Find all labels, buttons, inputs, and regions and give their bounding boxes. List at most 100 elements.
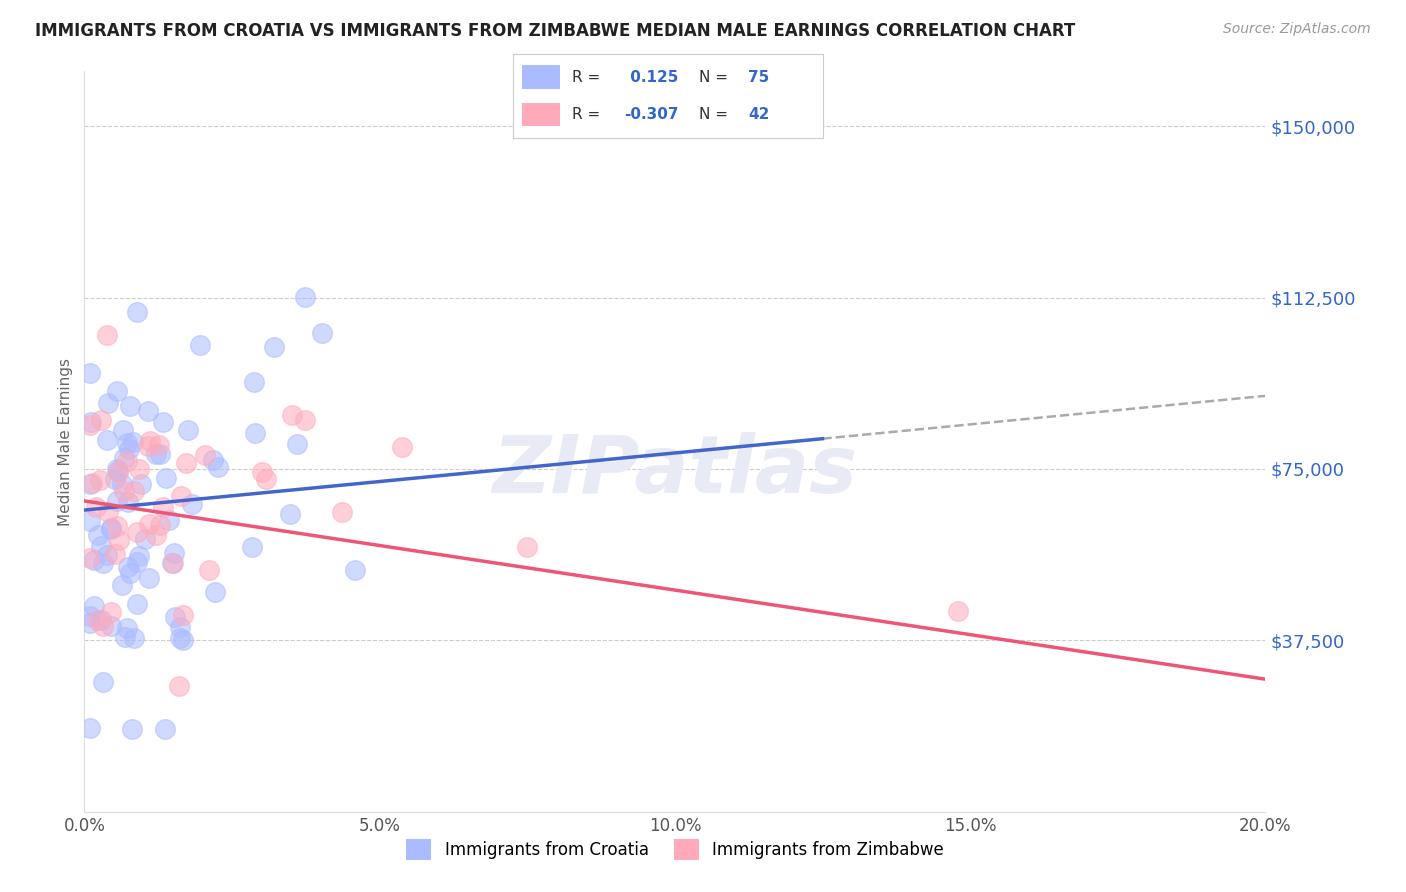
- Point: [138, 571, 160, 585]
- Point: [112, 423, 135, 437]
- Point: [207, 460, 229, 475]
- Point: [79, 514, 101, 528]
- Point: [198, 563, 221, 577]
- Point: [167, 680, 190, 694]
- Point: [117, 560, 139, 574]
- Point: [139, 434, 162, 449]
- Point: [343, 563, 366, 577]
- Point: [165, 610, 187, 624]
- Point: [118, 442, 141, 456]
- Point: [136, 404, 159, 418]
- Text: R =: R =: [572, 107, 605, 122]
- Text: 0.125: 0.125: [624, 70, 678, 85]
- Point: [115, 453, 138, 467]
- Point: [162, 556, 184, 570]
- Point: [96, 328, 118, 343]
- Point: [118, 399, 141, 413]
- Point: [105, 384, 128, 398]
- Point: [188, 338, 211, 352]
- Point: [80, 416, 103, 430]
- Point: [243, 375, 266, 389]
- Point: [177, 423, 200, 437]
- Point: [122, 483, 145, 498]
- Point: [117, 495, 139, 509]
- Point: [97, 505, 120, 519]
- Point: [100, 520, 122, 534]
- Point: [194, 448, 217, 462]
- Point: [136, 439, 159, 453]
- Text: N =: N =: [699, 70, 733, 85]
- Point: [152, 416, 174, 430]
- Point: [86, 613, 108, 627]
- Legend: Immigrants from Croatia, Immigrants from Zimbabwe: Immigrants from Croatia, Immigrants from…: [399, 832, 950, 866]
- Point: [82, 476, 104, 491]
- Point: [948, 604, 970, 618]
- Point: [145, 447, 167, 461]
- Point: [84, 500, 107, 515]
- Point: [125, 525, 148, 540]
- Point: [107, 533, 129, 548]
- Point: [115, 621, 138, 635]
- Point: [107, 465, 129, 479]
- Point: [114, 630, 136, 644]
- Point: [163, 546, 186, 560]
- Point: [285, 437, 308, 451]
- Point: [148, 437, 170, 451]
- Text: ZIPatlas: ZIPatlas: [492, 432, 858, 510]
- Point: [311, 326, 333, 341]
- Point: [160, 557, 183, 571]
- Text: Source: ZipAtlas.com: Source: ZipAtlas.com: [1223, 22, 1371, 37]
- Point: [243, 425, 266, 440]
- Bar: [523, 103, 560, 127]
- Point: [91, 618, 114, 632]
- Point: [240, 540, 263, 554]
- Point: [172, 608, 194, 623]
- Point: [87, 528, 110, 542]
- Point: [125, 597, 148, 611]
- Point: [125, 305, 148, 319]
- Point: [83, 599, 105, 613]
- Point: [122, 632, 145, 646]
- Point: [79, 477, 101, 491]
- Point: [121, 723, 143, 737]
- Text: N =: N =: [699, 107, 733, 122]
- Text: 42: 42: [748, 107, 769, 122]
- Y-axis label: Median Male Earnings: Median Male Earnings: [58, 358, 73, 525]
- Point: [79, 615, 101, 630]
- Text: R =: R =: [572, 70, 605, 85]
- Point: [79, 366, 101, 380]
- Bar: [523, 65, 560, 89]
- Point: [152, 500, 174, 514]
- Text: IMMIGRANTS FROM CROATIA VS IMMIGRANTS FROM ZIMBABWE MEDIAN MALE EARNINGS CORRELA: IMMIGRANTS FROM CROATIA VS IMMIGRANTS FR…: [35, 22, 1076, 40]
- Point: [280, 408, 302, 422]
- Point: [157, 513, 180, 527]
- Point: [90, 539, 112, 553]
- Point: [391, 440, 413, 454]
- Point: [128, 549, 150, 564]
- Point: [105, 461, 128, 475]
- Point: [129, 477, 152, 491]
- Point: [79, 551, 101, 566]
- Point: [93, 675, 115, 690]
- Point: [115, 435, 138, 450]
- Point: [111, 477, 134, 491]
- Point: [96, 433, 118, 447]
- Point: [128, 461, 150, 475]
- Point: [91, 557, 114, 571]
- Point: [169, 631, 191, 645]
- Point: [79, 418, 101, 433]
- Point: [107, 464, 129, 478]
- Point: [172, 633, 194, 648]
- Point: [149, 447, 172, 461]
- Point: [155, 471, 177, 485]
- Point: [83, 553, 105, 567]
- Point: [90, 613, 112, 627]
- Point: [204, 584, 226, 599]
- Point: [96, 548, 118, 562]
- Point: [134, 533, 156, 547]
- Point: [104, 472, 127, 486]
- Point: [153, 723, 176, 737]
- Point: [263, 341, 285, 355]
- Point: [104, 548, 127, 562]
- Point: [105, 493, 128, 508]
